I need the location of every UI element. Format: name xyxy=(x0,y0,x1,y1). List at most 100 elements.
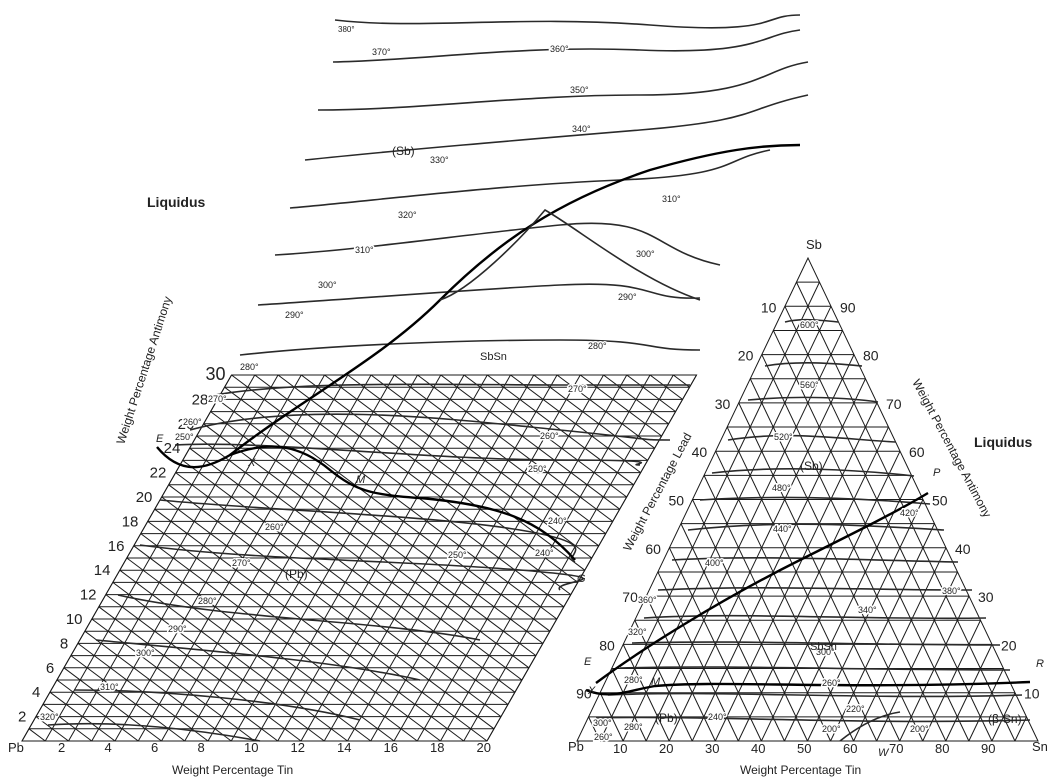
right-right-tick-label: 30 xyxy=(978,589,994,605)
left-grid-line xyxy=(84,630,232,742)
right-isotherm xyxy=(784,318,839,323)
left-isotherm xyxy=(332,29,801,63)
left-corner-label: Pb xyxy=(8,740,24,755)
right-point-label: W xyxy=(878,747,890,759)
right-isotherm xyxy=(671,557,959,563)
apex-sn-label: Sn xyxy=(1032,739,1048,754)
left-isotherm-label: 250° xyxy=(175,432,194,442)
left-grid-line xyxy=(91,618,255,742)
right-grid-line xyxy=(611,668,647,742)
left-x-tick-label: 16 xyxy=(384,740,398,755)
left-isotherm-label: 350° xyxy=(570,85,589,95)
right-grid-line xyxy=(645,595,716,742)
right-isotherms xyxy=(585,318,1031,742)
left-isotherm-branch xyxy=(439,208,701,301)
left-x-tick-label: 8 xyxy=(198,740,205,755)
right-grid-line xyxy=(968,668,1004,742)
left-grid-line xyxy=(161,496,488,742)
left-isotherm-label: 310° xyxy=(100,682,119,692)
left-isotherm-label: 290° xyxy=(168,624,187,634)
right-isotherm-label: 440° xyxy=(773,524,792,534)
right-isotherm xyxy=(595,716,1031,723)
left-x-tick-label: 20 xyxy=(477,740,491,755)
left-isotherm-label: 310° xyxy=(355,245,374,255)
right-bottom-tick-label: 10 xyxy=(613,741,627,756)
right-phase-label: (β-Sn) xyxy=(988,712,1022,726)
right-isotherm xyxy=(747,396,879,403)
left-isotherm-label: 280° xyxy=(240,362,259,372)
right-isotherm-label: 200° xyxy=(822,724,841,734)
right-isotherm xyxy=(657,586,973,591)
right-grid-line xyxy=(599,692,624,742)
right-boundary-m-r xyxy=(585,680,1031,696)
left-isotherm-label: 260° xyxy=(265,522,284,532)
left-isotherm-label: 250° xyxy=(448,550,467,560)
left-y-tick-label: 12 xyxy=(80,587,97,604)
left-isotherm-label: 320° xyxy=(398,210,417,220)
left-grid-line xyxy=(370,374,600,547)
left-isotherm xyxy=(139,544,584,591)
left-isotherm-label: 290° xyxy=(285,310,304,320)
left-panel-title: Liquidus xyxy=(147,194,206,210)
right-grid-line xyxy=(680,523,785,742)
right-grid-line xyxy=(876,571,958,742)
right-right-tick-label: 60 xyxy=(909,444,925,460)
right-isotherm-label: 360° xyxy=(638,595,657,605)
right-grid-line xyxy=(795,281,1016,742)
left-y-tick-label: 14 xyxy=(94,562,111,579)
left-isotherm-label: 300° xyxy=(136,648,155,658)
left-isotherm xyxy=(159,499,577,563)
right-bottom-tick-label: 60 xyxy=(843,741,857,756)
right-left-tick-label: 80 xyxy=(599,637,615,653)
left-grid-line xyxy=(324,374,586,571)
right-isotherm xyxy=(643,614,987,620)
left-phase-label: SbSn xyxy=(480,351,507,363)
right-right-tick-label: 80 xyxy=(863,348,879,364)
left-grid-line xyxy=(133,545,395,742)
left-grid-line xyxy=(189,447,516,693)
right-isotherm xyxy=(711,468,915,477)
left-isotherm-label: 310° xyxy=(662,194,681,204)
right-isotherm-label: 260° xyxy=(822,678,841,688)
right-grid-line xyxy=(645,330,843,742)
right-panel-title: Liquidus xyxy=(974,434,1033,450)
left-grid-line xyxy=(463,374,627,498)
left-grid-line xyxy=(182,460,509,705)
right-isotherm xyxy=(687,523,945,531)
right-grid-line xyxy=(588,716,601,742)
right-grid-line xyxy=(830,523,935,742)
left-isotherm-label: 270° xyxy=(232,558,251,568)
left-isotherm-label: 380° xyxy=(338,25,355,34)
right-boundary-w xyxy=(839,711,901,742)
left-y-tick-label: 16 xyxy=(108,538,125,555)
right-left-tick-label: 30 xyxy=(715,396,731,412)
right-bottom-tick-label: 20 xyxy=(659,741,673,756)
right-boundary-p xyxy=(595,491,929,684)
left-grid-line xyxy=(49,691,116,742)
left-y-tick-label: 26 xyxy=(178,416,195,433)
left-grid-line xyxy=(510,374,641,473)
left-isotherm-label: 270° xyxy=(208,394,227,404)
right-right-tick-label: 20 xyxy=(1001,637,1017,653)
right-isotherm xyxy=(764,362,863,367)
left-isotherm-label: 290° xyxy=(618,292,637,302)
left-grid-line xyxy=(277,374,572,595)
left-grid-line xyxy=(154,508,465,742)
right-right-tick-label: 70 xyxy=(886,396,902,412)
left-isotherm-label: 300° xyxy=(318,280,337,290)
right-isotherm xyxy=(727,434,897,443)
left-grid-line xyxy=(28,728,46,742)
left-point-label: G xyxy=(577,573,586,585)
left-grid-line xyxy=(210,411,537,656)
right-bottom-tick-label: 30 xyxy=(705,741,719,756)
left-isotherm-label: 320° xyxy=(40,712,59,722)
right-isotherm-label: 320° xyxy=(628,627,647,637)
left-isotherm-label: 280° xyxy=(198,596,217,606)
left-grid-line xyxy=(533,374,648,461)
left-isotherm xyxy=(304,94,809,161)
right-isotherm-label: 340° xyxy=(858,605,877,615)
left-y-axis-label: Weight Percentage Antimony xyxy=(114,295,175,446)
apex-sb-label: Sb xyxy=(806,237,822,252)
apex-pb-label: Pb xyxy=(568,739,584,754)
left-grid-line xyxy=(347,374,593,559)
